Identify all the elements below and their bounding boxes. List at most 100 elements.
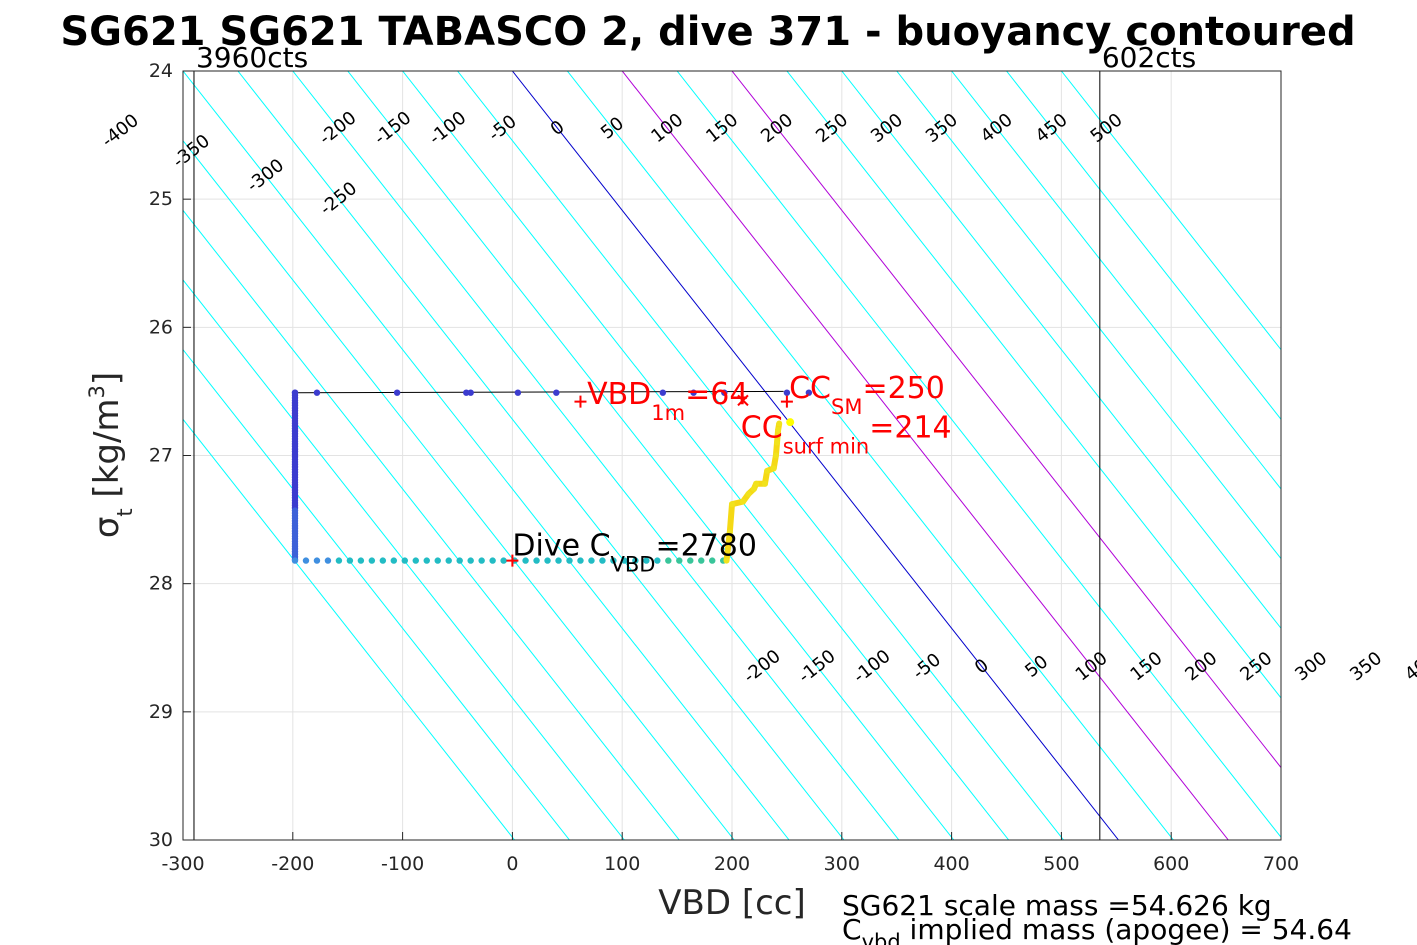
y-label-sigma: σ bbox=[87, 517, 127, 539]
x-tick-label: -300 bbox=[161, 853, 204, 875]
dive-point bbox=[676, 557, 683, 564]
dive-point bbox=[368, 557, 376, 564]
x-tick-label: 200 bbox=[714, 853, 750, 875]
annotation-tail: =250 bbox=[862, 371, 944, 406]
contour-line bbox=[457, 71, 1064, 840]
dive-point bbox=[588, 557, 595, 564]
buoyancy-contours bbox=[183, 71, 1281, 840]
dive-point bbox=[659, 389, 667, 396]
contour-line bbox=[896, 71, 1281, 560]
contour-line bbox=[951, 71, 1281, 490]
dive-point bbox=[721, 389, 728, 396]
dive-point bbox=[324, 557, 332, 564]
ascent-point bbox=[772, 452, 779, 459]
contour-line bbox=[1061, 71, 1281, 351]
y-axis-label: σt [kg/m3] bbox=[85, 372, 137, 538]
dot-marker bbox=[786, 418, 795, 427]
dive-point bbox=[489, 557, 496, 564]
dive-point bbox=[313, 557, 321, 564]
plus-marker bbox=[506, 554, 519, 567]
contour-line bbox=[183, 348, 570, 840]
contour-line bbox=[786, 71, 1281, 699]
dive-point bbox=[533, 557, 540, 564]
contour-line bbox=[731, 71, 1281, 769]
contour-label-top: -400 bbox=[98, 110, 143, 152]
contour-line bbox=[402, 71, 1010, 840]
contour-line bbox=[676, 71, 1281, 839]
contour-line bbox=[292, 71, 900, 840]
dive-point bbox=[599, 557, 606, 564]
ascent-point bbox=[776, 420, 783, 427]
dive-point bbox=[654, 557, 661, 564]
dive-point bbox=[665, 557, 672, 564]
dive-point bbox=[463, 389, 470, 396]
dive-point bbox=[500, 557, 507, 564]
y-tick-label: 26 bbox=[149, 316, 173, 338]
contour-line bbox=[621, 71, 1229, 840]
dive-point bbox=[291, 557, 299, 564]
implied-mass-note: Cvbd implied mass (apogee) = 54.64 bbox=[842, 913, 1352, 945]
dive-point bbox=[783, 389, 791, 396]
x-tick-label: 400 bbox=[933, 853, 969, 875]
annotation-sub: 1m bbox=[651, 401, 685, 425]
annotation-tail: =64 bbox=[685, 377, 748, 412]
dive-point bbox=[610, 557, 617, 564]
ascent-point bbox=[726, 529, 733, 536]
annotation-vbd1m: VBD1m=64 bbox=[587, 377, 748, 425]
dive-point bbox=[698, 557, 705, 564]
ascent-point bbox=[753, 480, 760, 487]
x-axis-label: VBD [cc] bbox=[658, 883, 806, 923]
contour-line bbox=[237, 71, 845, 840]
y-tick-label: 27 bbox=[149, 445, 173, 467]
y-label-sub: t bbox=[113, 508, 137, 516]
x-tick-label: 0 bbox=[506, 853, 518, 875]
dive-point bbox=[412, 557, 419, 564]
contour-line bbox=[566, 71, 1174, 840]
dive-point bbox=[379, 557, 387, 564]
dive-point bbox=[522, 557, 529, 564]
annotation-main: Dive C bbox=[512, 528, 610, 563]
y-label-unit-close: ] bbox=[87, 372, 127, 385]
x-tick-label: 600 bbox=[1153, 853, 1189, 875]
y-label-sup: 3 bbox=[85, 385, 109, 398]
dive-point bbox=[632, 557, 639, 564]
plus-marker bbox=[574, 395, 587, 408]
dive-point bbox=[456, 557, 463, 564]
ascent-point bbox=[739, 498, 746, 505]
implied-mass-tail: implied mass (apogee) = 54.64 bbox=[901, 913, 1352, 945]
ascent-point bbox=[775, 426, 782, 433]
annotation-sub: VBD bbox=[611, 552, 656, 576]
dive-point bbox=[434, 557, 441, 564]
dive-point bbox=[346, 557, 354, 564]
dive-point bbox=[643, 557, 650, 564]
dive-point bbox=[423, 557, 430, 564]
x-marker bbox=[737, 394, 749, 407]
dive-point bbox=[514, 389, 522, 396]
annotation-sub: SM bbox=[831, 395, 862, 419]
contour-label-bottom: 350 bbox=[1346, 648, 1386, 686]
contour-label-bottom: 300 bbox=[1291, 648, 1331, 686]
markers bbox=[506, 394, 795, 567]
y-tick-label: 30 bbox=[149, 829, 173, 851]
ascent-point bbox=[774, 439, 781, 446]
dive-point bbox=[467, 557, 474, 564]
vbd-limit-lines: 3960cts 602cts bbox=[193, 41, 1196, 840]
x-tick-label: -200 bbox=[271, 853, 314, 875]
dive-point bbox=[805, 389, 813, 396]
ascent-point bbox=[745, 490, 752, 497]
dive-point bbox=[566, 557, 573, 564]
ascent-point bbox=[764, 467, 771, 474]
contour-line bbox=[183, 279, 625, 840]
dive-point bbox=[445, 557, 452, 564]
y-label-unit: [kg/m bbox=[87, 398, 127, 508]
contour-line bbox=[183, 418, 515, 840]
contour-line bbox=[512, 71, 1119, 840]
dive-point bbox=[357, 557, 365, 564]
dive-point bbox=[302, 557, 310, 564]
annotation-main: CC bbox=[789, 371, 831, 406]
plus-marker bbox=[780, 395, 793, 408]
dive-point bbox=[709, 557, 716, 564]
annotation-tail: =214 bbox=[869, 411, 951, 446]
dive-point bbox=[577, 557, 584, 564]
